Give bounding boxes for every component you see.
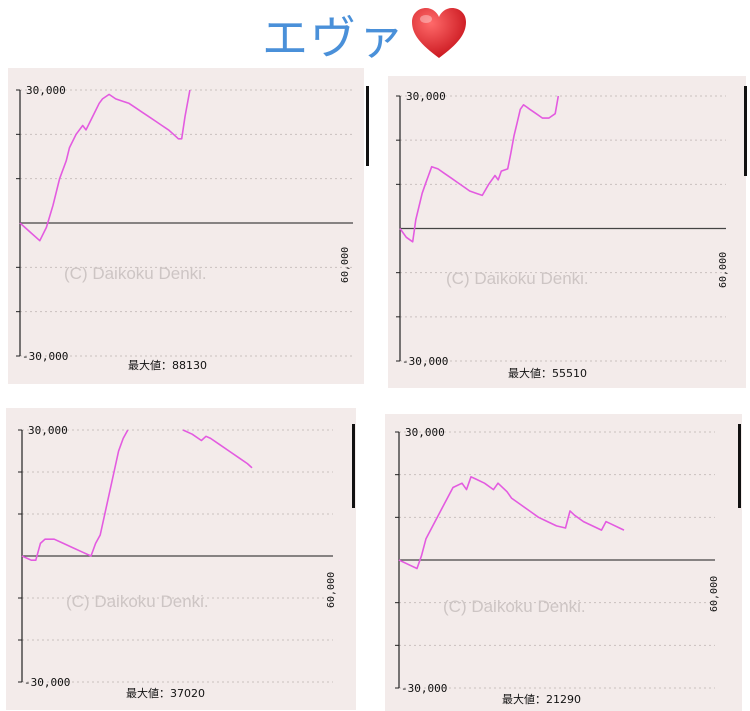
max-value-label: 最大値：88130 xyxy=(128,358,207,372)
slot-graph-panel-4: (C) Daikoku Denki. 30,000 -30,000 60,000 最大値… xyxy=(385,414,742,711)
series-line xyxy=(21,429,129,561)
title-text: エヴァ xyxy=(262,11,406,65)
series-line xyxy=(19,89,191,242)
x-tick-label: 60,000 xyxy=(709,576,720,612)
y-tick-label-max: 30,000 xyxy=(26,84,66,97)
watermark-text: (C) Daikoku Denki. xyxy=(443,597,586,616)
y-tick-label-min: -30,000 xyxy=(24,676,70,689)
y-tick-label-max: 30,000 xyxy=(28,424,68,437)
chart-svg: (C) Daikoku Denki. 30,000 -30,000 60,000 最大値… xyxy=(396,90,729,380)
series-line xyxy=(182,429,253,469)
series-line xyxy=(399,95,560,243)
watermark-text: (C) Daikoku Denki. xyxy=(66,592,209,611)
series-line xyxy=(398,475,625,570)
y-tick-label-min: -30,000 xyxy=(401,682,447,695)
y-tick-label-min: -30,000 xyxy=(402,355,448,368)
slot-graph-panel-1: (C) Daikoku Denki. 30,000 -30,000 60,000 最大値… xyxy=(8,68,364,384)
x-tick-label: 60,000 xyxy=(718,252,729,288)
y-tick-label-max: 30,000 xyxy=(406,90,446,103)
max-value-label: 最大値：37020 xyxy=(126,686,205,700)
watermark-text: (C) Daikoku Denki. xyxy=(446,269,589,288)
slot-graph-panel-3: (C) Daikoku Denki. 30,000 -30,000 60,000 最大値… xyxy=(6,408,356,710)
y-tick-label-min: -30,000 xyxy=(22,350,68,363)
heart-emoji-icon xyxy=(410,6,468,64)
chart-svg: (C) Daikoku Denki. 30,000 -30,000 60,000 最大値… xyxy=(16,84,353,372)
chart-svg: (C) Daikoku Denki. 30,000 -30,000 60,000 最大値… xyxy=(395,426,720,706)
panel-edge-marker xyxy=(352,424,355,508)
max-value-label: 最大値：55510 xyxy=(508,366,587,380)
slot-graph-panel-2: (C) Daikoku Denki. 30,000 -30,000 60,000 最大値… xyxy=(388,76,746,388)
chart-svg: (C) Daikoku Denki. 30,000 -30,000 60,000 最大値… xyxy=(18,424,337,700)
panel-edge-marker xyxy=(744,86,747,176)
panel-edge-marker xyxy=(366,86,369,166)
page-title: エヴァ xyxy=(262,4,468,66)
watermark-text: (C) Daikoku Denki. xyxy=(64,264,207,283)
x-tick-label: 60,000 xyxy=(326,572,337,608)
panel-edge-marker xyxy=(738,424,741,508)
max-value-label: 最大値：21290 xyxy=(502,692,581,706)
y-tick-label-max: 30,000 xyxy=(405,426,445,439)
x-tick-label: 60,000 xyxy=(340,247,351,283)
